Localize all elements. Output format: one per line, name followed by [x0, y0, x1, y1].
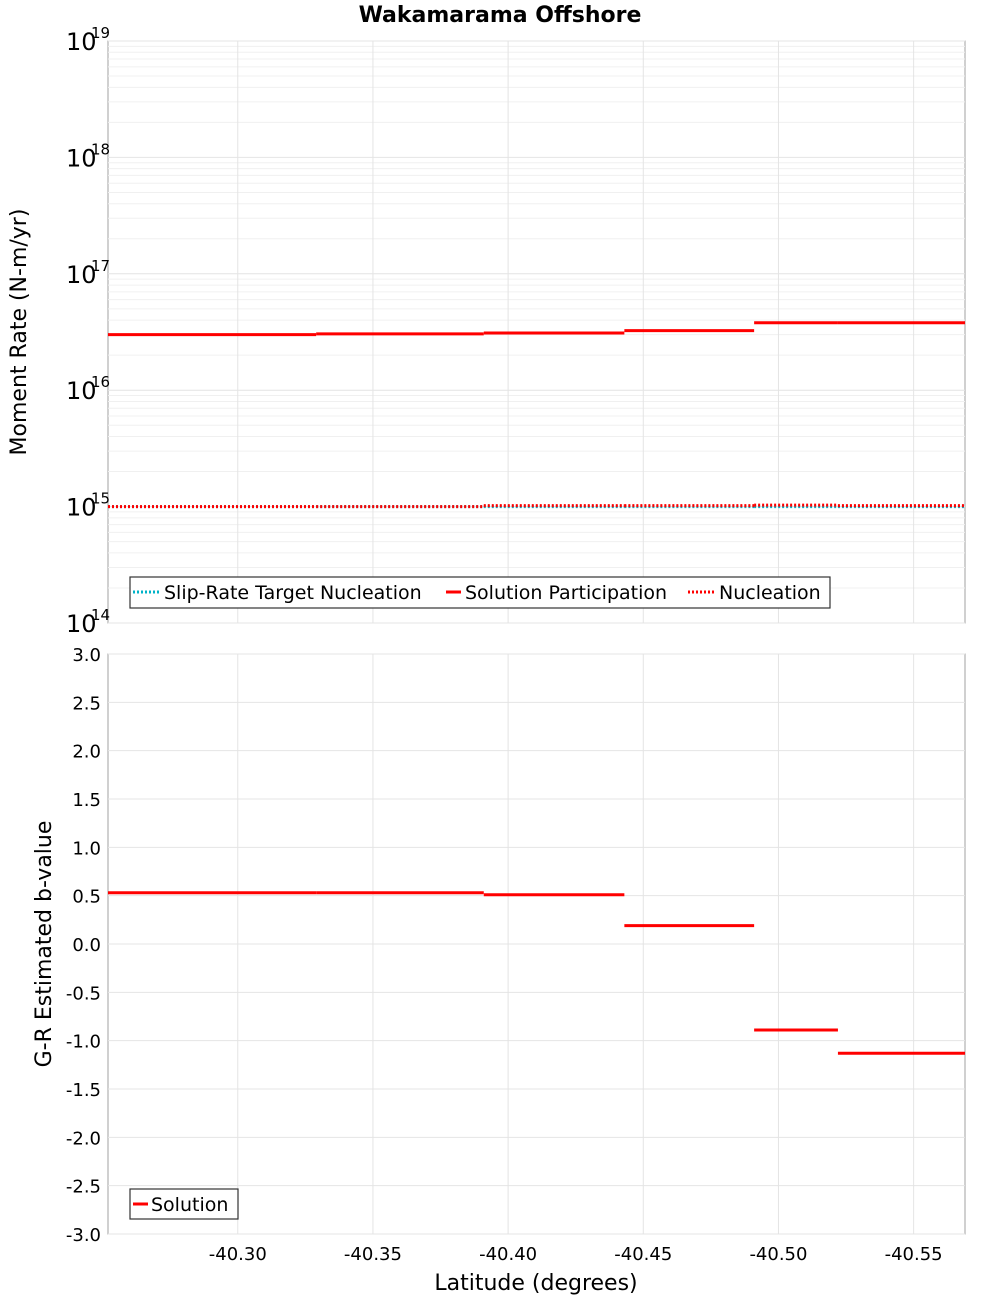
y-tick-label: -2.5 [66, 1177, 101, 1198]
y-tick-label: 0.0 [72, 935, 101, 956]
y-tick-label: 10 [66, 144, 97, 172]
b-value-series [108, 891, 965, 1055]
b-value-y-ticks: 3.0 2.5 2.0 1.5 1.0 0.5 0.0 -0.5 -1.0 -1.5 -2.0 -2.… [66, 645, 101, 1246]
x-ticks: -40.30 -40.35 -40.40 -40.45 -40.50 -40.55 [209, 1244, 943, 1265]
y-tick-label: 10 [66, 28, 97, 56]
y-tick-label: 0.5 [72, 887, 101, 908]
b-value-grid [108, 653, 965, 1235]
chart-title: Wakamarama Offshore [359, 3, 642, 28]
b-value-legend: Solution [129, 1188, 239, 1220]
moment-rate-y-axis-label: Moment Rate (N-m/yr) [7, 209, 32, 456]
x-axis-label: Latitude (degrees) [434, 1271, 637, 1296]
y-tick-exponent: 15 [91, 490, 110, 508]
moment-rate-legend: Slip-Rate Target Nucleation Solution Par… [129, 576, 831, 609]
b-value-panel: 3.0 2.5 2.0 1.5 1.0 0.5 0.0 -0.5 -1.0 -1.5 -2.0 -2.… [32, 645, 966, 1296]
y-tick-label: -1.5 [66, 1080, 101, 1101]
y-tick-exponent: 19 [91, 24, 110, 42]
y-tick-exponent: 18 [91, 140, 110, 158]
y-tick-label: 3.0 [72, 645, 101, 666]
legend-label-participation: Solution Participation [465, 582, 667, 604]
legend-label-solution: Solution [151, 1194, 228, 1216]
x-tick-label: -40.40 [479, 1244, 537, 1265]
x-tick-label: -40.30 [209, 1244, 267, 1265]
y-tick-label: 1.0 [72, 838, 101, 859]
x-tick-label: -40.55 [885, 1244, 943, 1265]
moment-rate-series [108, 321, 965, 509]
y-tick-label: 10 [66, 377, 97, 405]
y-tick-label: -1.0 [66, 1032, 101, 1053]
y-tick-label: 10 [66, 261, 97, 289]
y-tick-exponent: 17 [91, 257, 110, 275]
x-tick-label: -40.45 [614, 1244, 672, 1265]
y-tick-label: -2.0 [66, 1128, 101, 1149]
y-tick-label: 2.5 [72, 693, 101, 714]
y-tick-label: -3.0 [66, 1225, 101, 1246]
y-tick-exponent: 16 [91, 373, 110, 391]
y-tick-label: -0.5 [66, 983, 101, 1004]
y-tick-label: 10 [66, 494, 97, 522]
y-tick-label: 2.0 [72, 742, 101, 763]
legend-label-target: Slip-Rate Target Nucleation [164, 582, 422, 604]
legend-label-nucleation: Nucleation [719, 582, 821, 604]
x-tick-label: -40.35 [344, 1244, 402, 1265]
y-tick-label: 10 [66, 610, 97, 638]
x-tick-label: -40.50 [749, 1244, 807, 1265]
b-value-y-axis-label: G-R Estimated b-value [32, 821, 57, 1068]
y-tick-label: 1.5 [72, 790, 101, 811]
y-tick-exponent: 14 [91, 606, 110, 624]
